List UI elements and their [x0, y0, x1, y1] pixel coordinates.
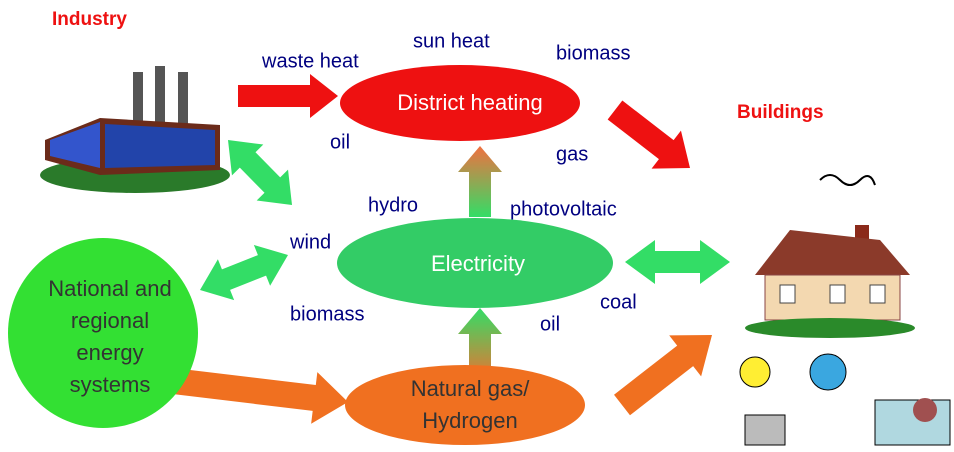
arrow [228, 140, 292, 205]
arrow [458, 146, 502, 217]
node-label: Hydrogen [422, 408, 517, 433]
node-label: District heating [397, 90, 543, 115]
diagram: Industry Buildings District heating Elec… [0, 0, 954, 452]
buildings-label: Buildings [737, 102, 824, 123]
node-label: systems [70, 372, 151, 397]
node-label: energy [76, 340, 143, 365]
source-label: gas [556, 143, 588, 165]
node-label: Electricity [431, 251, 525, 276]
arrow [200, 245, 288, 300]
node-label: National and [48, 276, 172, 301]
source-label: photovoltaic [510, 198, 617, 220]
arrow [608, 101, 690, 169]
source-label: biomass [556, 42, 630, 64]
arrow [238, 74, 338, 118]
industry-label: Industry [52, 9, 127, 30]
buildings-icon [740, 175, 950, 445]
national-node [8, 238, 198, 428]
source-label: biomass [290, 303, 364, 325]
arrow [614, 335, 712, 415]
node-label: Natural gas/ [411, 376, 531, 401]
source-label: sun heat [413, 30, 490, 52]
factory-icon [40, 66, 230, 193]
source-label: waste heat [261, 50, 359, 72]
arrow [625, 240, 730, 284]
source-label: oil [540, 313, 560, 335]
source-label: wind [289, 231, 331, 253]
source-label: coal [600, 291, 637, 313]
source-label: oil [330, 131, 350, 153]
node-label: regional [71, 308, 149, 333]
source-label: hydro [368, 194, 418, 216]
